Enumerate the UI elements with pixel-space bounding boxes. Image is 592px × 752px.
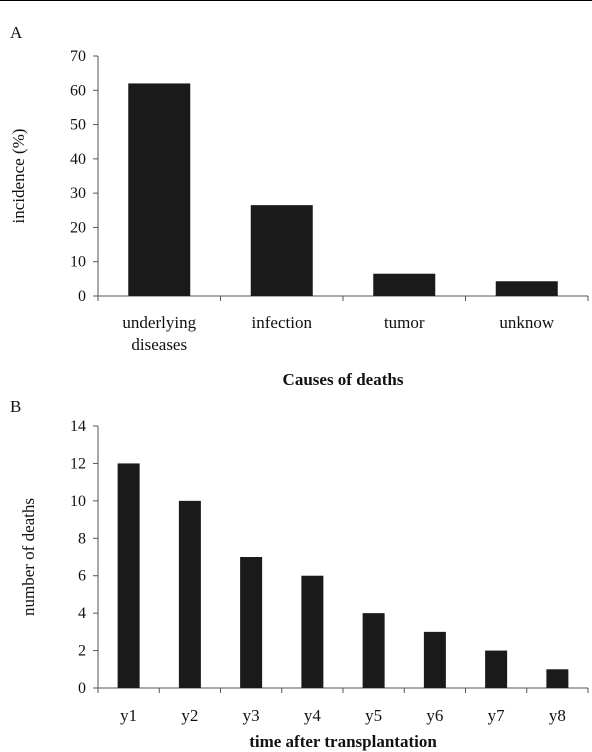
y-tick-label: 40 <box>70 151 86 168</box>
x-tick-label: y8 <box>549 706 566 725</box>
y-tick-label: 10 <box>70 254 86 271</box>
chart-panel-A: A 0 10 20 30 40 50 60 70 underlying diseases infect… <box>9 23 589 389</box>
y-tick-label: 4 <box>78 605 86 622</box>
x-tick-label: unknow <box>499 313 555 332</box>
bar <box>128 83 191 296</box>
bar <box>240 557 263 688</box>
y-tick-label: 50 <box>70 117 86 134</box>
x-tick-label-line: y2 <box>181 706 198 725</box>
y-tick-label: 10 <box>70 493 86 510</box>
x-tick-label: y3 <box>243 706 260 725</box>
x-tick-label-line: underlying <box>122 313 196 332</box>
bar <box>373 273 436 296</box>
x-tick-label-line: diseases <box>131 335 187 354</box>
x-tick-label-line: y5 <box>365 706 382 725</box>
y-tick-label: 12 <box>70 455 86 472</box>
panel-label: B <box>10 397 21 416</box>
y-tick-label: 20 <box>70 219 86 236</box>
y-tick-label: 6 <box>78 568 86 585</box>
bar <box>250 205 313 296</box>
x-tick-label: y2 <box>181 706 198 725</box>
x-tick-label: infection <box>252 313 313 332</box>
bar <box>495 281 558 296</box>
bar <box>301 575 324 688</box>
y-axis-title: incidence (%) <box>9 129 28 224</box>
x-tick-label-line: y3 <box>243 706 260 725</box>
x-tick-label-line: y7 <box>488 706 506 725</box>
y-tick-label: 14 <box>70 418 86 435</box>
x-tick-label-line: y8 <box>549 706 566 725</box>
x-tick-label-line: unknow <box>499 313 555 332</box>
x-tick-label: y5 <box>365 706 382 725</box>
bar <box>117 463 140 688</box>
x-axis-title: time after transplantation <box>249 732 437 751</box>
y-axis-title: number of deaths <box>19 498 38 616</box>
x-tick-label: underlying diseases <box>122 313 196 354</box>
axes <box>93 425 589 693</box>
x-tick-label-line: y4 <box>304 706 322 725</box>
x-tick-label-line: tumor <box>384 313 425 332</box>
x-tick-label-line: y1 <box>120 706 137 725</box>
x-tick-label: y7 <box>488 706 506 725</box>
y-tick-label: 2 <box>78 643 86 660</box>
y-tick-label: 70 <box>70 48 86 65</box>
bar <box>178 500 201 688</box>
y-tick-label: 60 <box>70 82 86 99</box>
x-axis-title: Causes of deaths <box>283 370 404 389</box>
top-border-line <box>0 0 592 1</box>
y-tick-label: 0 <box>78 680 86 697</box>
chart-panel-B: B 0 2 4 6 8 10 12 14 y1 y2 y3 y4 y5 y6 y7 y8 time after t… <box>10 397 589 751</box>
bar <box>485 650 508 688</box>
x-tick-label: tumor <box>384 313 425 332</box>
x-tick-label-line: infection <box>252 313 313 332</box>
y-tick-label: 8 <box>78 530 86 547</box>
x-tick-label: y6 <box>426 706 443 725</box>
bar <box>546 669 569 688</box>
y-tick-label: 0 <box>78 288 86 305</box>
bar <box>423 631 446 688</box>
x-tick-label: y4 <box>304 706 322 725</box>
x-tick-label-line: y6 <box>426 706 443 725</box>
panel-label: A <box>10 23 23 42</box>
x-tick-label: y1 <box>120 706 137 725</box>
y-tick-label: 30 <box>70 185 86 202</box>
bar <box>362 613 385 688</box>
